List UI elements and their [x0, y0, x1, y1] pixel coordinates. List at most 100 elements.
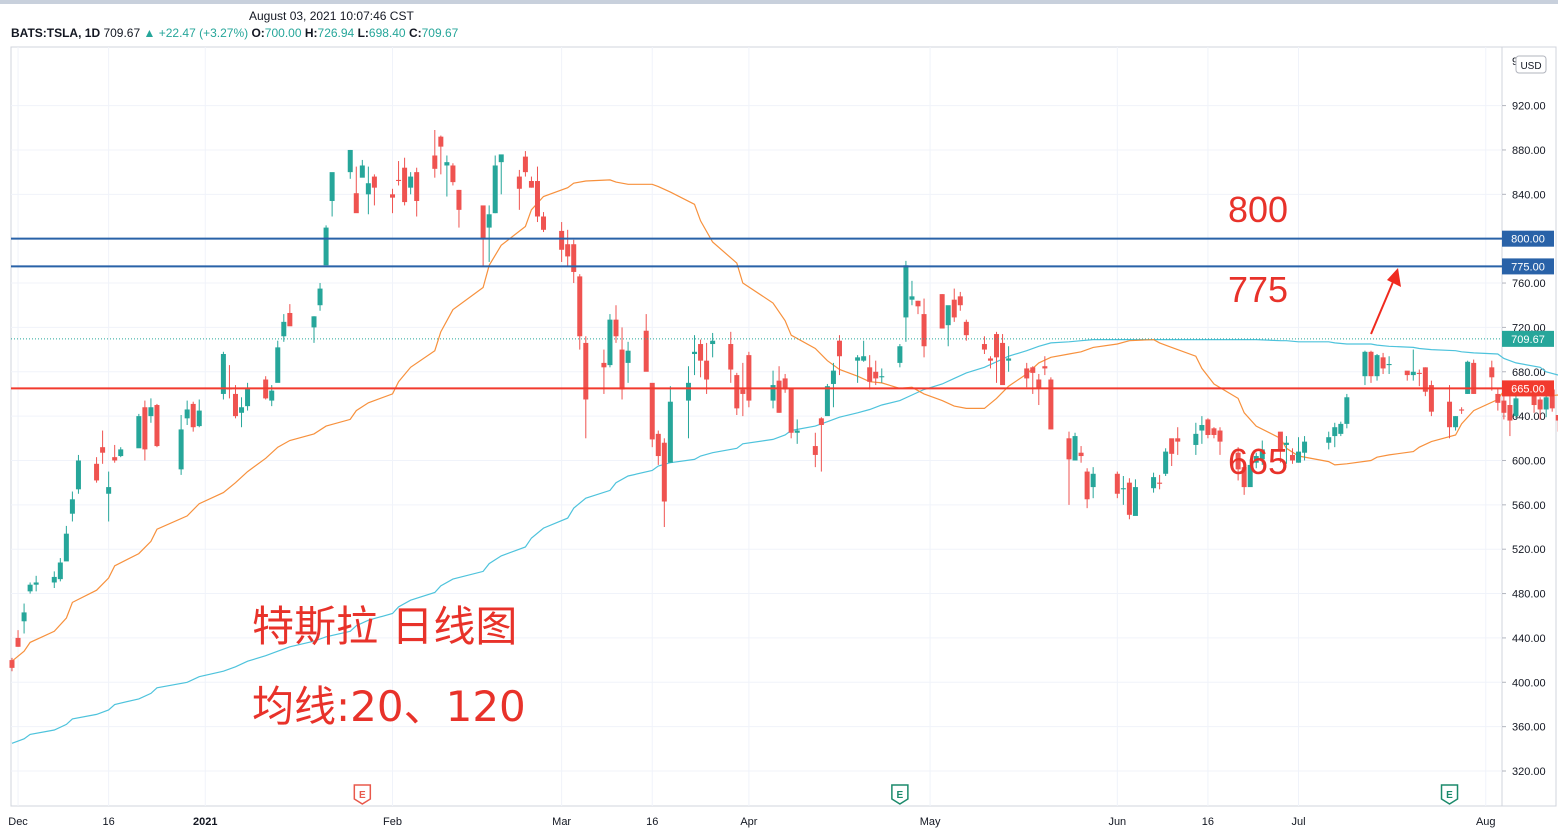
close-value: 709.67	[421, 26, 459, 40]
candle-body	[1289, 454, 1295, 461]
earnings-letter: E	[1446, 790, 1453, 801]
price-change: ▲ +22.47 (+3.27%)	[143, 26, 249, 40]
hline-tag-label: 775.00	[1511, 261, 1545, 273]
candle-body	[528, 181, 534, 188]
candle-body	[1507, 405, 1513, 421]
candle-body	[1169, 438, 1175, 454]
candles	[9, 129, 1558, 672]
candle-body	[1447, 401, 1453, 428]
symbol-label[interactable]: BATS:TSLA, 1D	[11, 26, 101, 40]
candle-body	[317, 288, 323, 306]
candle-body	[698, 344, 704, 361]
candle-body	[9, 660, 15, 668]
candle-body	[879, 376, 885, 378]
usd-badge[interactable]	[1515, 55, 1547, 74]
candle-body	[655, 433, 661, 457]
candle-body	[945, 305, 951, 326]
candle-body	[1084, 471, 1090, 500]
candle-body	[63, 533, 69, 562]
candle-body	[710, 340, 716, 345]
time-tick-label: 16	[103, 816, 115, 828]
hline-tag-label: 665.00	[1511, 383, 1545, 395]
candle-body	[1338, 423, 1344, 434]
candle-body	[190, 403, 196, 428]
candle-body	[1428, 385, 1434, 412]
price-tick-label: 440.00	[1512, 633, 1546, 645]
open-label: O:	[251, 26, 265, 40]
horizontal-lines[interactable]: 800.00 775.00 665.00	[11, 230, 1554, 397]
last-price-line: 709.67	[11, 330, 1554, 347]
candle-body	[643, 330, 649, 372]
candle-body	[365, 183, 371, 195]
candle-body	[1555, 415, 1558, 421]
candle-body	[1513, 398, 1519, 417]
candle-body	[1241, 467, 1247, 488]
candle-body	[1368, 351, 1374, 377]
candle-body	[601, 362, 607, 368]
price-axis-frame[interactable]	[1501, 46, 1557, 807]
candle-body	[692, 351, 698, 355]
time-tick-label: 16	[646, 816, 658, 828]
annotation-665: 665	[1228, 441, 1288, 482]
time-tick-label: May	[920, 816, 941, 828]
candle-body	[498, 154, 504, 163]
candle-body	[661, 442, 667, 502]
candle-body	[1090, 473, 1096, 488]
candle-body	[402, 167, 408, 203]
candle-body	[1495, 393, 1501, 403]
candle-body	[1302, 441, 1308, 453]
candle-body	[836, 340, 842, 357]
candle-body	[1078, 452, 1084, 457]
candle-body	[740, 389, 746, 394]
candle-body	[1410, 371, 1416, 376]
candle-body	[1199, 424, 1205, 431]
candle-body	[1416, 372, 1422, 374]
candle-body	[1132, 487, 1138, 516]
annotation-subtitle: 均线:20、120	[252, 682, 526, 731]
candle-body	[1380, 357, 1386, 369]
earnings-icon[interactable]	[1440, 784, 1459, 805]
candle-body	[27, 584, 33, 592]
candle-body	[1259, 449, 1265, 460]
candle-body	[1283, 442, 1289, 445]
candle-body	[390, 194, 396, 198]
candle-body	[100, 447, 106, 453]
candle-body	[583, 342, 589, 400]
window-top-border	[0, 0, 1558, 4]
last-price-tag	[1502, 330, 1554, 347]
candle-body	[154, 405, 160, 447]
candle-body	[1120, 488, 1126, 490]
candle-body	[861, 356, 867, 361]
price-tick-label: 840.00	[1512, 189, 1546, 201]
candle-body	[951, 299, 957, 318]
candle-body	[1453, 416, 1459, 428]
candle-body	[359, 165, 365, 178]
candle-body	[897, 346, 903, 363]
candle-body	[782, 378, 788, 390]
candle-body	[649, 382, 655, 440]
candle-body	[275, 347, 281, 383]
candle-body	[1344, 397, 1350, 424]
candle-body	[776, 380, 782, 413]
candle-body	[1332, 427, 1338, 437]
candle-body	[830, 370, 836, 384]
earnings-icon[interactable]	[353, 784, 372, 805]
price-tick-label: 520.00	[1512, 544, 1546, 556]
hline-tag	[1502, 258, 1554, 275]
earnings-icon[interactable]	[891, 784, 909, 805]
candle-body	[1114, 473, 1120, 494]
candle-body	[818, 418, 824, 425]
candle-body	[565, 244, 571, 257]
candle-body	[770, 385, 776, 401]
candle-body	[323, 227, 329, 266]
candle-body	[75, 460, 81, 490]
price-tick-label: 560.00	[1512, 500, 1546, 512]
candle-body	[921, 314, 927, 347]
candle-body	[136, 416, 142, 449]
time-axis[interactable]: Dec162021FebMar16AprMayJun16JulAug17	[8, 816, 1558, 828]
candle-body	[1066, 438, 1072, 460]
candle-body	[522, 156, 528, 173]
high-label: H:	[304, 26, 318, 40]
